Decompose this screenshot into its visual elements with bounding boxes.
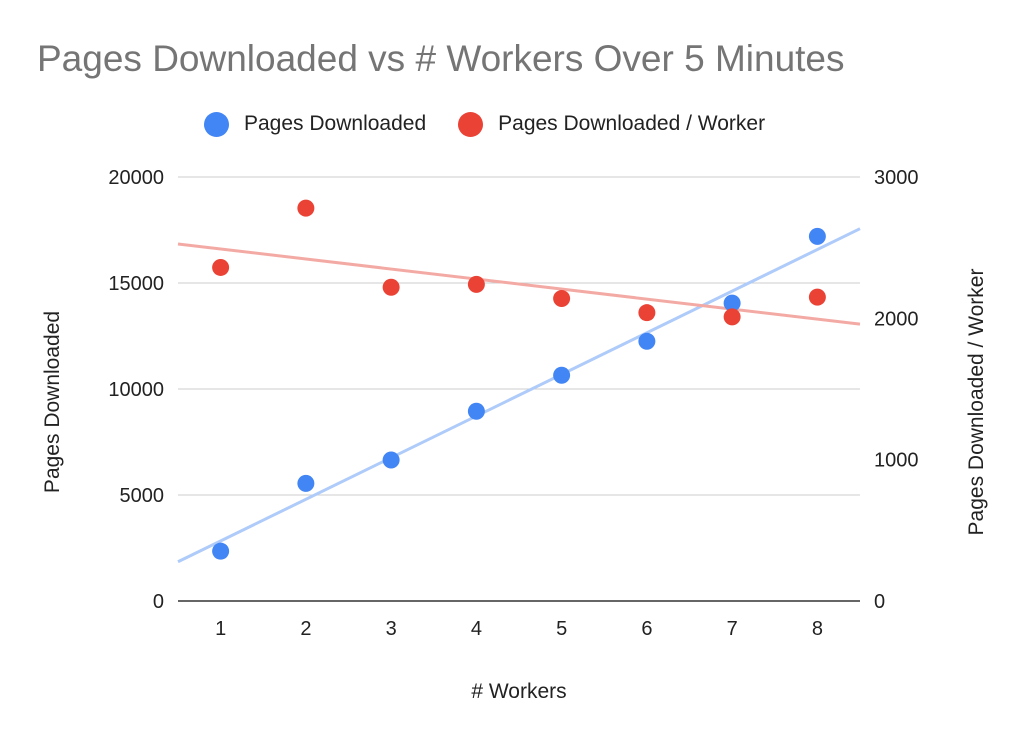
x-tick-label: 3 — [386, 618, 397, 640]
y-tick-label: 5000 — [120, 485, 165, 507]
legend-item-pages-per-worker: Pages Downloaded / Worker — [458, 111, 766, 137]
data-point-series-2 — [467, 275, 485, 293]
y2-axis-title: Pages Downloaded / Worker — [965, 269, 988, 536]
data-points — [212, 199, 826, 560]
x-axis-title: # Workers — [471, 680, 566, 703]
legend-marker-pages-per-worker — [458, 111, 484, 137]
data-point-series-2 — [212, 258, 230, 276]
data-point-series-2 — [723, 308, 741, 326]
y2-tick-label: 1000 — [874, 450, 919, 472]
data-point-series-2 — [382, 278, 400, 296]
tick-labels: 0 5000 10000 15000 20000 0 1000 2000 3000 1 2 3 4 5 6 7… — [108, 167, 918, 640]
x-tick-label: 5 — [556, 618, 567, 640]
data-point-series-1 — [808, 227, 826, 245]
data-point-series-1 — [297, 474, 315, 492]
chart-title: Pages Downloaded vs # Workers Over 5 Min… — [37, 38, 845, 79]
y2-tick-label: 2000 — [874, 308, 919, 330]
trendline-series-1 — [177, 227, 861, 564]
gridlines — [178, 176, 860, 602]
data-point-series-2 — [808, 288, 826, 306]
data-point-series-2 — [553, 290, 571, 308]
y-tick-label: 10000 — [108, 379, 164, 401]
legend-item-pages-downloaded: Pages Downloaded — [204, 111, 427, 137]
trendline-series-2 — [177, 242, 861, 326]
data-point-series-1 — [382, 451, 400, 469]
data-point-series-1 — [212, 542, 230, 560]
x-tick-label: 6 — [641, 618, 652, 640]
x-tick-label: 7 — [727, 618, 738, 640]
y-tick-label: 15000 — [108, 273, 164, 295]
legend: Pages Downloaded Pages Downloaded / Work… — [204, 110, 797, 138]
legend-label-pages-per-worker: Pages Downloaded / Worker — [498, 112, 766, 135]
data-point-series-1 — [467, 402, 485, 420]
trendlines — [177, 227, 861, 564]
y-axis-title: Pages Downloaded — [41, 311, 64, 493]
data-point-series-2 — [297, 199, 315, 217]
x-tick-label: 8 — [812, 618, 823, 640]
data-point-series-1 — [553, 366, 571, 384]
y2-tick-label: 0 — [874, 591, 885, 613]
legend-marker-pages-downloaded — [204, 111, 229, 137]
x-tick-label: 2 — [300, 618, 311, 640]
data-point-series-2 — [638, 304, 656, 322]
legend-label-pages-downloaded: Pages Downloaded — [244, 112, 427, 135]
y2-tick-label: 3000 — [874, 167, 919, 189]
y-tick-label: 20000 — [108, 167, 164, 189]
data-point-series-1 — [723, 294, 741, 312]
y-tick-label: 0 — [153, 591, 164, 613]
data-point-series-1 — [638, 332, 656, 350]
x-tick-label: 1 — [215, 618, 226, 640]
x-tick-label: 4 — [471, 618, 482, 640]
